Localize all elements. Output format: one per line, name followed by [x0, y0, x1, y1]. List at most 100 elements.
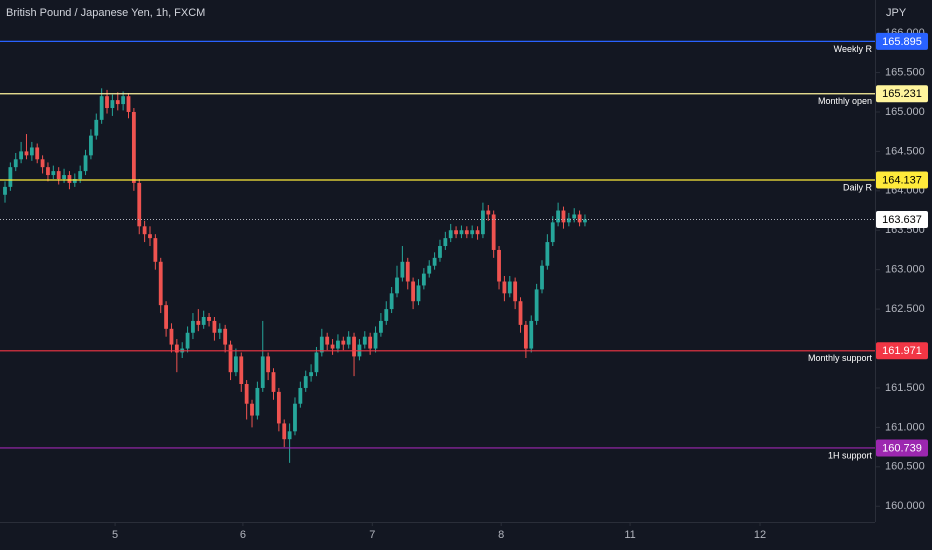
candle-body	[217, 328, 222, 333]
candle-body	[56, 171, 61, 179]
candle-body	[255, 387, 260, 416]
candle-body	[276, 391, 281, 424]
candle-body	[105, 96, 109, 109]
candle-body	[378, 320, 383, 333]
candle-body	[207, 316, 211, 321]
candle-body	[556, 210, 561, 223]
candle-body	[373, 332, 378, 349]
candle-body	[368, 336, 373, 349]
candle-body	[319, 336, 324, 353]
candle-body	[325, 336, 330, 345]
candle-body	[29, 147, 34, 156]
candle-body	[201, 316, 206, 325]
level-price-label: 161.971	[882, 345, 922, 357]
level-price-box	[876, 439, 928, 457]
candle-body	[427, 265, 432, 274]
last-price-label: 163.637	[882, 214, 922, 226]
candle-body	[13, 159, 18, 168]
candle-body	[491, 214, 496, 250]
candle-body	[228, 344, 233, 373]
x-tick-label: 8	[498, 529, 504, 541]
level-price-label: 164.137	[882, 174, 922, 186]
candle-body	[174, 344, 179, 353]
level-name: 1H support	[828, 450, 873, 460]
x-tick-label: 6	[240, 529, 246, 541]
axes: 160.000160.500161.000161.500162.000162.5…	[112, 27, 928, 541]
candle-body	[35, 147, 40, 160]
candle-body	[540, 265, 544, 290]
level-price-label: 160.739	[882, 442, 922, 454]
level-name: Daily R	[843, 182, 873, 192]
candle-body	[416, 285, 421, 302]
candle-body	[137, 182, 142, 227]
candle-body	[110, 100, 115, 109]
candle-body	[400, 261, 405, 278]
candle-body	[572, 214, 577, 219]
x-tick-label: 5	[112, 529, 118, 541]
candle-body	[287, 431, 292, 440]
candle-body	[8, 167, 13, 187]
candle-body	[298, 387, 303, 404]
plot-area: Weekly R Monthly open Daily R Monthly suppo…	[0, 40, 875, 463]
candle-body	[341, 340, 346, 345]
candle-body	[234, 356, 238, 373]
candle-body	[271, 372, 276, 392]
candle-body	[384, 309, 389, 321]
candle-body	[89, 135, 93, 156]
candle-body	[470, 230, 475, 235]
chart-title: British Pound / Japanese Yen, 1h, FXCM	[6, 7, 205, 19]
y-tick-label: 165.000	[885, 106, 925, 118]
candle-body	[330, 344, 335, 349]
unit-label: JPY	[886, 7, 907, 19]
candle-body	[62, 175, 66, 179]
candle-body	[405, 261, 410, 282]
candle-body	[24, 151, 29, 156]
candle-body	[481, 210, 485, 235]
candle-body	[336, 340, 340, 349]
candle-body	[507, 281, 512, 294]
candle-body	[94, 119, 99, 136]
candle-body	[362, 336, 367, 345]
y-tick-label: 161.000	[885, 421, 925, 433]
candle-body	[395, 277, 399, 294]
candle-body	[83, 155, 88, 172]
candle-body	[196, 320, 201, 325]
candle-body	[148, 234, 152, 239]
candle-body	[99, 96, 104, 120]
candle-body	[583, 219, 587, 223]
candle-body	[126, 96, 131, 112]
candle-body	[142, 226, 147, 235]
x-tick-label: 11	[624, 529, 635, 541]
candle-body	[185, 332, 190, 349]
candle-body	[158, 261, 163, 306]
candle-body	[550, 222, 555, 243]
candle-body	[250, 403, 254, 416]
candle-body	[475, 230, 480, 235]
candle-body	[314, 352, 319, 373]
candle-body	[115, 100, 120, 105]
candle-body	[421, 273, 426, 286]
candle-body	[464, 230, 469, 235]
candle-body	[432, 257, 437, 266]
y-tick-label: 163.000	[885, 264, 925, 276]
candle-body	[260, 356, 265, 388]
y-tick-label: 160.500	[885, 461, 925, 473]
y-tick-label: 164.500	[885, 145, 925, 157]
candle-body	[545, 242, 550, 266]
candle-body	[164, 305, 168, 329]
candle-body	[266, 356, 271, 373]
candle-body	[529, 320, 534, 349]
candle-body	[577, 214, 582, 223]
candle-body	[169, 328, 174, 345]
level-price-box	[876, 342, 928, 360]
candle-body	[346, 336, 351, 345]
candle-body	[438, 246, 442, 258]
candle-body	[67, 175, 72, 183]
candle-body	[46, 167, 50, 176]
level-price-label: 165.231	[882, 88, 922, 100]
candle-body	[566, 218, 571, 223]
candle-body	[459, 230, 464, 235]
candle-body	[454, 230, 458, 235]
